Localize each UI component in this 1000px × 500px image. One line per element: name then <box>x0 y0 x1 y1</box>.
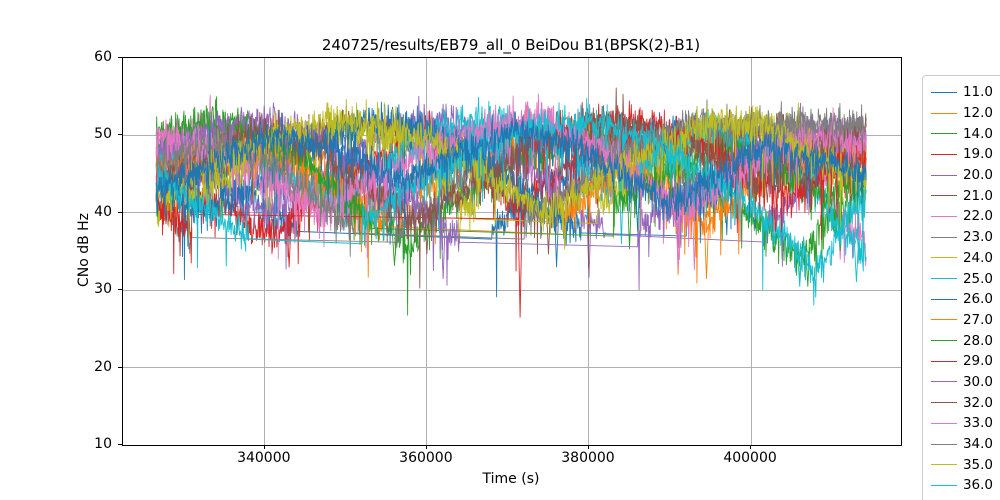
legend-label: 27.0 <box>962 311 993 328</box>
legend-entry: 11.0 <box>931 82 993 103</box>
y-tick-label: 60 <box>94 49 112 65</box>
x-tick-mark <box>263 445 265 449</box>
chart-title: 240725/results/EB79_all_0 BeiDou B1(BPSK… <box>321 36 701 54</box>
x-tick-label: 340000 <box>237 450 291 466</box>
x-tick-mark <box>587 445 589 449</box>
plot-area <box>122 57 902 446</box>
legend-label: 37.0 <box>957 498 993 500</box>
legend-label: 19.0 <box>962 146 993 163</box>
y-tick-label: 10 <box>94 436 112 452</box>
legend-label: 30.0 <box>962 373 993 390</box>
legend-entry: 14.0 <box>931 123 993 144</box>
legend-entry: 21.0 <box>931 185 993 206</box>
legend-line-sample <box>931 215 957 217</box>
legend-line-sample <box>931 257 957 259</box>
y-tick-mark <box>118 289 122 291</box>
legend-line-sample <box>931 195 957 197</box>
y-tick-label: 30 <box>94 281 112 298</box>
legend-line-sample <box>931 133 957 135</box>
legend-label: 21.0 <box>962 187 993 204</box>
legend-label: 24.0 <box>962 249 993 266</box>
x-tick-mark <box>750 445 752 449</box>
legend-label: 14.0 <box>962 125 993 142</box>
legend-entry: 20.0 <box>931 165 993 186</box>
legend-label: 20.0 <box>962 167 993 184</box>
legend-entry: 35.0 <box>931 454 993 475</box>
legend-line-sample <box>931 236 957 238</box>
x-tick-label: 380000 <box>561 450 615 466</box>
legend-line-sample <box>931 381 957 383</box>
legend-label: 35.0 <box>962 456 993 473</box>
legend-line-sample <box>931 360 957 362</box>
legend-label: 26.0 <box>962 291 993 308</box>
legend-entry: 25.0 <box>931 268 993 289</box>
y-tick-mark <box>118 211 122 213</box>
legend-entry: 12.0 <box>931 103 993 124</box>
legend-entry: 22.0 <box>931 206 993 227</box>
legend-entry: 34.0 <box>931 434 993 455</box>
legend-entry: 33.0 <box>931 413 993 434</box>
legend-label: 25.0 <box>962 270 993 287</box>
legend-label: 32.0 <box>962 394 993 411</box>
y-tick-label: 40 <box>94 203 112 220</box>
legend-line-sample <box>931 319 957 321</box>
x-tick-mark <box>425 445 427 449</box>
legend-entry: 32.0 <box>931 392 993 413</box>
x-axis-label: Time (s) <box>482 471 540 487</box>
legend-label: 12.0 <box>962 105 993 122</box>
legend-entry: 26.0 <box>931 289 993 310</box>
legend-line-sample <box>931 91 957 93</box>
legend-label: 36.0 <box>962 477 993 494</box>
y-tick-label: 50 <box>94 126 112 143</box>
legend-line-sample <box>931 174 957 176</box>
legend-line-sample <box>931 340 957 342</box>
legend-label: 29.0 <box>962 353 993 370</box>
legend-entry: 23.0 <box>931 227 993 248</box>
legend-entry: 29.0 <box>931 351 993 372</box>
traces-canvas <box>123 58 901 445</box>
legend-entry: 37.0 <box>931 496 993 500</box>
legend-line-sample <box>931 484 957 486</box>
y-tick-label: 20 <box>94 358 112 375</box>
legend-line-sample <box>931 422 957 424</box>
legend-line-sample <box>931 153 957 155</box>
legend-entry: 19.0 <box>931 144 993 165</box>
y-axis-label: CNo dB Hz <box>76 212 92 288</box>
legend-label: 33.0 <box>962 415 993 432</box>
legend-entry: 36.0 <box>931 475 993 496</box>
legend-entry: 27.0 <box>931 310 993 331</box>
legend-line-sample <box>931 278 957 280</box>
legend-line-sample <box>931 402 957 404</box>
legend: 11.0 12.0 14.0 19.0 20.0 21.0 22.0 23.0 24.0 25.0… <box>922 75 1000 500</box>
legend-label: 23.0 <box>962 229 993 246</box>
y-tick-mark <box>118 366 122 368</box>
x-tick-label: 360000 <box>399 450 453 466</box>
legend-line-sample <box>931 298 957 300</box>
legend-line-sample <box>931 112 957 114</box>
legend-line-sample <box>931 443 957 445</box>
x-tick-label: 400000 <box>723 450 777 466</box>
legend-entry: 24.0 <box>931 248 993 269</box>
legend-line-sample <box>931 464 957 466</box>
legend-label: 28.0 <box>962 332 993 349</box>
y-tick-mark <box>118 57 122 58</box>
legend-label: 22.0 <box>962 208 993 225</box>
legend-label: 34.0 <box>962 436 993 453</box>
legend-label: 11.0 <box>962 84 993 101</box>
y-tick-mark <box>118 134 122 136</box>
y-tick-mark <box>118 444 122 445</box>
legend-entry: 30.0 <box>931 372 993 393</box>
legend-entry: 28.0 <box>931 330 993 351</box>
